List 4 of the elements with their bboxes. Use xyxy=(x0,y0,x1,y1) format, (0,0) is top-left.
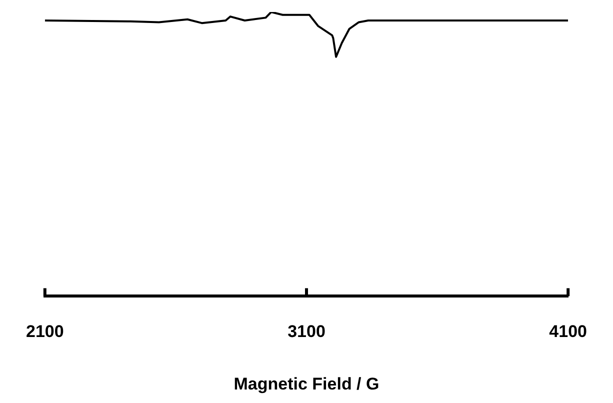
x-tick-label: 4100 xyxy=(549,322,588,342)
x-tick-label: 3100 xyxy=(288,322,326,342)
x-tick-label: 2100 xyxy=(26,322,64,342)
x-axis-title: Magnetic Field / G xyxy=(234,374,380,394)
